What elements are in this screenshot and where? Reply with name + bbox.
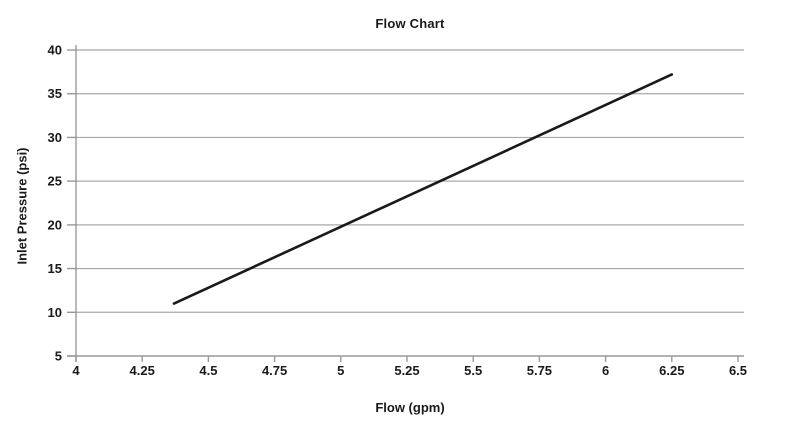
y-tick-label: 15 <box>48 261 62 276</box>
y-tick-label: 25 <box>48 174 62 189</box>
x-tick-label: 4 <box>72 363 80 378</box>
x-tick-label: 6 <box>602 363 609 378</box>
x-tick-label: 4.5 <box>199 363 217 378</box>
x-tick-label: 4.75 <box>262 363 287 378</box>
x-tick-label: 5.25 <box>394 363 419 378</box>
x-tick-label: 5 <box>337 363 344 378</box>
x-axis-title: Flow (gpm) <box>375 400 445 415</box>
chart-title: Flow Chart <box>375 16 445 31</box>
y-tick-label: 5 <box>55 349 62 364</box>
x-tick-label: 6.5 <box>729 363 747 378</box>
y-tick-label: 35 <box>48 86 62 101</box>
y-tick-label: 30 <box>48 130 62 145</box>
y-tick-label: 20 <box>48 217 62 232</box>
x-tick-label: 5.5 <box>464 363 482 378</box>
y-tick-label: 40 <box>48 43 62 58</box>
x-tick-label: 6.25 <box>659 363 684 378</box>
y-tick-label: 10 <box>48 305 62 320</box>
series-line-inlet-pressure-vs-flow <box>172 73 674 305</box>
x-tick-label: 5.75 <box>527 363 552 378</box>
x-tick-label: 4.25 <box>130 363 155 378</box>
